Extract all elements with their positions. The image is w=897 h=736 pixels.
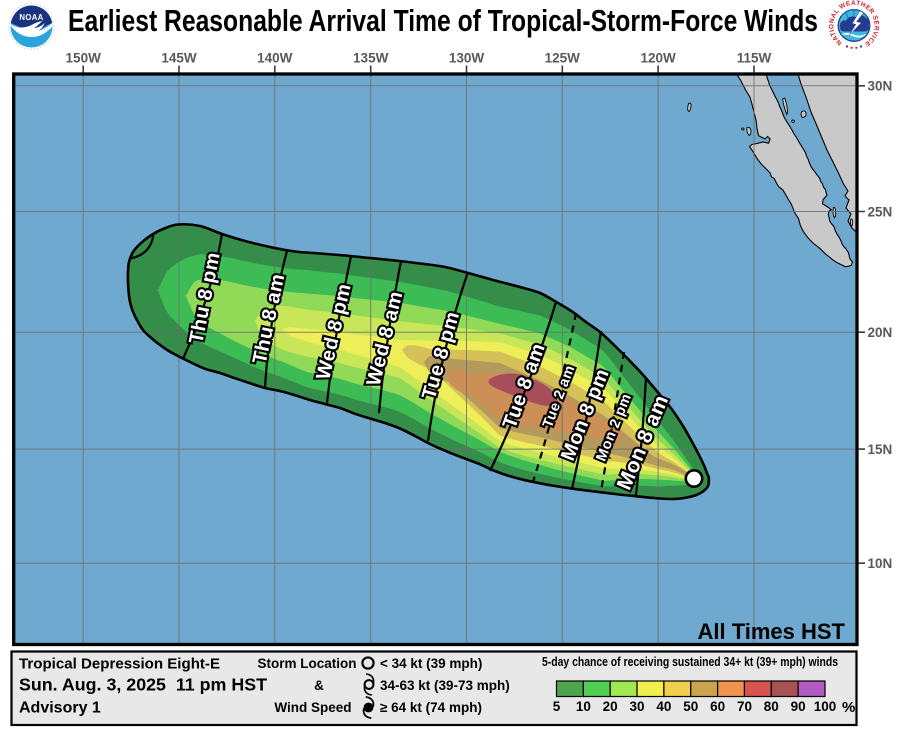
svg-text:< 34 kt (39 mph): < 34 kt (39 mph) [380,656,482,671]
svg-text:120W: 120W [640,51,676,66]
svg-text:115W: 115W [737,51,772,66]
svg-text:Advisory 1: Advisory 1 [19,700,101,717]
svg-text:15N: 15N [868,442,893,457]
svg-text:30: 30 [629,699,644,714]
svg-text:150W: 150W [66,51,102,66]
svg-text:Sun. Aug. 3, 2025 11 pm HST: Sun. Aug. 3, 2025 11 pm HST [19,675,267,695]
svg-text:Wind Speed: Wind Speed [274,700,351,715]
svg-text:125W: 125W [545,51,581,66]
svg-text:90: 90 [791,699,806,714]
svg-text:All Times HST: All Times HST [697,619,845,644]
svg-text:&: & [314,678,324,693]
svg-text:70: 70 [737,699,752,714]
svg-text:10N: 10N [868,556,893,571]
svg-text:135W: 135W [353,51,389,66]
svg-text:5: 5 [553,699,561,714]
svg-text:20: 20 [603,699,618,714]
svg-text:20N: 20N [868,325,893,340]
svg-text:60: 60 [710,699,725,714]
svg-text:50: 50 [683,699,698,714]
svg-text:30N: 30N [868,79,893,94]
svg-text:130W: 130W [449,51,485,66]
svg-text:10: 10 [576,699,591,714]
svg-text:Storm Location: Storm Location [257,656,356,671]
svg-text:100: 100 [814,699,837,714]
svg-text:≥ 64 kt (74 mph): ≥ 64 kt (74 mph) [380,700,482,715]
svg-text:%: % [842,699,855,716]
svg-text:25N: 25N [868,204,893,219]
svg-text:40: 40 [656,699,671,714]
svg-text:80: 80 [764,699,779,714]
svg-text:34-63 kt (39-73 mph): 34-63 kt (39-73 mph) [380,678,510,693]
svg-text:NOAA: NOAA [19,13,43,22]
svg-text:Earliest Reasonable Arrival Ti: Earliest Reasonable Arrival Time of Trop… [68,4,818,38]
svg-text:5-day chance of receiving sust: 5-day chance of receiving sustained 34+ … [542,654,838,669]
svg-text:140W: 140W [257,51,293,66]
svg-text:145W: 145W [161,51,197,66]
svg-text:Tropical Depression Eight-E: Tropical Depression Eight-E [19,656,220,673]
